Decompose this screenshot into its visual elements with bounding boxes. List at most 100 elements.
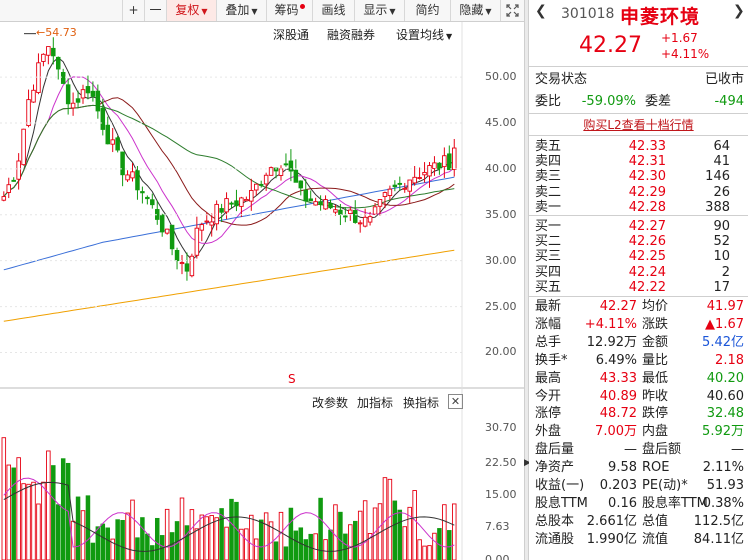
candle-body [427, 165, 432, 177]
caret-down-icon: ▼ [251, 7, 258, 16]
volume-bar [447, 530, 452, 560]
price-tick-label: 20.00 [485, 345, 517, 359]
volume-bar [253, 538, 259, 560]
candle-body [110, 139, 115, 145]
volume-bar [288, 507, 294, 560]
candle-body [194, 227, 200, 256]
display-button[interactable]: 显示 ▼ [354, 0, 404, 21]
volume-bar [75, 496, 81, 560]
stat-label: 涨幅 [535, 316, 562, 332]
stat-value: 0.16 [608, 495, 637, 511]
candle-body [417, 177, 422, 179]
candle-body [353, 210, 358, 223]
expand-button[interactable] [500, 0, 524, 21]
kline-svg[interactable] [0, 22, 524, 560]
stat-label: 盘后额 [642, 442, 682, 458]
candle-body [75, 98, 81, 103]
stat-row: 盘后量 — 盘后额 — [529, 441, 748, 458]
bid-row[interactable]: 买四 42.24 2 [529, 264, 748, 281]
overlay-button[interactable]: 叠加 ▼ [216, 0, 266, 21]
panel-splitter[interactable]: ▶ [524, 0, 531, 560]
margin-trading-link[interactable]: 融资融券 [327, 28, 376, 42]
stat-label: ROE [642, 460, 670, 476]
volume-bar [258, 519, 264, 560]
volume-bar [21, 483, 26, 560]
volume-bar [407, 506, 412, 560]
candle-body [263, 174, 269, 185]
kline-chart[interactable]: 深股通 融资融券 设置均线 ▼ 改参数 加指标 换指标 ✕ [0, 22, 524, 560]
bid-row[interactable]: 买三 42.25 10 [529, 248, 748, 265]
hide-button[interactable]: 隐藏 ▼ [450, 0, 500, 21]
volume-bar [46, 450, 51, 560]
ask-row[interactable]: 卖五 42.33 64 [529, 138, 748, 155]
prev-stock-icon[interactable]: ❮ [535, 3, 547, 19]
volume-bar [357, 510, 363, 560]
restore-rights-button[interactable]: 复权 ▼ [166, 0, 216, 21]
level-price: 42.28 [628, 199, 666, 215]
candle-body [179, 262, 185, 265]
level-label: 买一 [535, 219, 562, 234]
volume-bar [150, 545, 155, 560]
stat-label: 金额 [642, 334, 669, 350]
volume-bar [382, 477, 388, 560]
collapse-arrow-icon[interactable]: ▶ [524, 458, 531, 468]
level-volume: 41 [713, 154, 730, 170]
bid-row[interactable]: 买一 42.27 90 [529, 218, 748, 235]
chips-button[interactable]: 筹码 [266, 0, 312, 21]
volume-bar [204, 516, 209, 560]
draw-line-button[interactable]: 画线 [312, 0, 354, 21]
next-stock-icon[interactable]: ❯ [733, 3, 745, 19]
candle-body [26, 99, 31, 126]
volume-tick-label: 0.00 [485, 553, 510, 560]
volume-bar [392, 500, 398, 560]
volume-bar [145, 533, 150, 560]
candle-body [56, 56, 61, 70]
switch-indicator-link[interactable]: 换指标 [403, 396, 440, 410]
stat-value: 43.33 [599, 370, 637, 386]
candle-body [6, 184, 11, 193]
zoom-out-button[interactable]: 一 [144, 0, 166, 21]
stat-value: 42.27 [599, 299, 637, 314]
order-ratio-label: 委比 [535, 94, 562, 109]
candle-body [392, 184, 398, 188]
ask-row[interactable]: 卖四 42.31 41 [529, 153, 748, 170]
ask-row[interactable]: 卖三 42.30 146 [529, 168, 748, 185]
ma5-line [3, 57, 455, 261]
order-diff-value: -494 [714, 94, 744, 109]
zoom-in-button[interactable]: + [122, 0, 144, 21]
stat-label: 均价 [642, 299, 669, 314]
shenguton-link[interactable]: 深股通 [273, 28, 310, 42]
brief-button[interactable]: 简约 [404, 0, 450, 21]
candle-body [159, 214, 165, 233]
display-label: 显示 [363, 3, 388, 17]
stat-row: 涨停 48.72 跌停 32.48 [529, 405, 748, 422]
candle-body [130, 171, 135, 179]
change-params-link[interactable]: 改参数 [312, 396, 349, 410]
stat-label: 量比 [642, 352, 669, 368]
ma20-line [3, 97, 455, 226]
candle-body [278, 168, 284, 176]
volume-bar [80, 510, 86, 560]
stat-value: 6.49% [595, 352, 637, 368]
divider [529, 135, 748, 136]
bid-row[interactable]: 买五 42.22 17 [529, 279, 748, 296]
volume-bar [303, 539, 309, 560]
level-price: 42.30 [628, 169, 666, 185]
candle-body [189, 255, 195, 277]
ma-settings-link[interactable]: 设置均线 ▼ [396, 26, 452, 43]
ask-row[interactable]: 卖一 42.28 388 [529, 199, 748, 216]
level-price: 42.29 [628, 184, 666, 200]
stat-label: 内盘 [642, 424, 669, 440]
level-label: 卖二 [535, 184, 562, 200]
volume-bar [422, 545, 427, 560]
stat-label: 流通股 [535, 531, 575, 547]
stat-label: 最新 [535, 299, 562, 314]
bid-row[interactable]: 买二 42.26 52 [529, 233, 748, 250]
candle-body [234, 200, 239, 207]
candle-body [249, 190, 254, 202]
close-indicator-button[interactable]: ✕ [448, 394, 463, 409]
add-indicator-link[interactable]: 加指标 [357, 396, 394, 410]
buy-l2-link[interactable]: 购买L2查看十档行情 [583, 118, 694, 132]
volume-bar [31, 481, 36, 560]
ask-row[interactable]: 卖二 42.29 26 [529, 184, 748, 201]
